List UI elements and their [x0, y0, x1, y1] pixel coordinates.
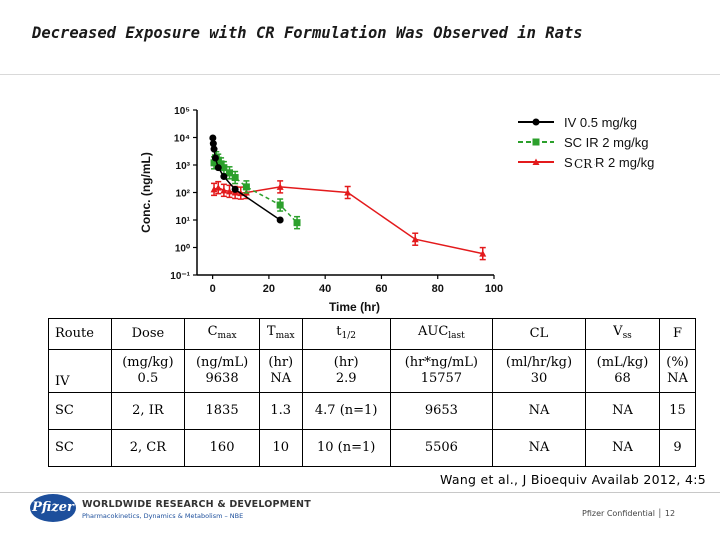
confidential-page-number: Pfizer Confidential │ 12: [582, 509, 676, 518]
header-route: Route: [48, 318, 112, 350]
table-cell: 15: [659, 392, 696, 430]
header-tmax: Tmax: [258, 318, 303, 350]
y-tick-label: 10³: [176, 161, 191, 172]
table-cell: (ml/hr/kg) 30: [491, 349, 586, 393]
table-cell: 2, CR: [110, 429, 186, 467]
data-point: [214, 156, 222, 164]
table-row-sc-ir: SC 2, IR 1835 1.3 4.7 (n=1) 9653 NA NA 1…: [48, 392, 696, 430]
header-vss: Vss: [584, 318, 661, 350]
table-cell: NA: [584, 392, 661, 430]
y-axis-label: Conc. (ng/mL): [139, 152, 153, 233]
header-f: F: [659, 318, 696, 350]
y-tick-label: 10⁴: [174, 134, 190, 145]
table-header-row: Route Dose Cmax Tmax t1/2 AUClast CL Vss…: [48, 318, 696, 350]
pk-parameters-table: Route Dose Cmax Tmax t1/2 AUClast CL Vss…: [48, 318, 696, 467]
x-tick-label: 60: [375, 283, 387, 295]
table-cell: (ng/mL) 9638: [184, 349, 260, 393]
table-cell: (hr) 2.9: [301, 349, 391, 393]
table-cell: 1835: [184, 392, 260, 430]
table-cell: (mg/kg) 0.5: [110, 349, 186, 393]
pk-concentration-chart: 10⁻¹ 10⁰ 10¹ 10² 10³ 10⁴ 10⁵ 0 20 40 60 80 100 Time (…: [139, 106, 654, 314]
data-point: [210, 185, 218, 193]
data-point: [532, 158, 540, 165]
y-tick-label: 10⁵: [174, 106, 190, 117]
table-cell: SC: [48, 392, 112, 430]
table-cell: 1.3: [258, 392, 303, 430]
table-cell: 9653: [389, 392, 493, 430]
table-cell: (hr*ng/mL) 15757: [389, 349, 493, 393]
header-dose: Dose: [110, 318, 186, 350]
y-tick-label: 10⁰: [175, 244, 190, 255]
data-point: [276, 201, 284, 209]
data-point: [344, 189, 352, 196]
data-point: [231, 174, 239, 182]
x-tick-label: 80: [432, 283, 444, 295]
data-point: [211, 154, 219, 162]
legend-overlay-label: CR: [574, 157, 593, 171]
data-point: [226, 187, 234, 195]
data-point: [293, 219, 301, 227]
y-tick-label: 10¹: [176, 216, 191, 227]
data-point: [220, 173, 228, 181]
data-point: [209, 140, 217, 148]
table-cell: 5506: [389, 429, 493, 467]
table-cell: 2, IR: [110, 392, 186, 430]
data-point: [231, 185, 239, 193]
header-half-life: t1/2: [301, 318, 391, 350]
x-tick-label: 40: [319, 283, 331, 295]
x-tick-label: 20: [263, 283, 275, 295]
table-cell: IV: [48, 349, 112, 393]
data-point: [242, 183, 250, 191]
table-cell: NA: [491, 392, 586, 430]
data-point: [209, 134, 217, 142]
x-axis-label: Time (hr): [329, 300, 380, 314]
data-point: [276, 216, 284, 224]
table-cell: 10: [258, 429, 303, 467]
header-auc: AUClast: [389, 318, 493, 350]
slide-title: Decreased Exposure with CR Formulation W…: [32, 24, 583, 42]
x-tick-label: 0: [210, 283, 216, 295]
table-cell: 160: [184, 429, 260, 467]
data-point: [214, 164, 222, 172]
data-point: [220, 164, 228, 172]
table-cell: NA: [491, 429, 586, 467]
y-tick-label: 10⁻¹: [170, 271, 190, 282]
pfizer-logo: Pfizer: [30, 494, 76, 522]
data-point: [276, 183, 284, 190]
table-cell: SC: [48, 429, 112, 467]
data-point: [532, 118, 540, 126]
data-point: [532, 138, 540, 146]
table-cell: 4.7 (n=1): [301, 392, 391, 430]
brand-name: WORLDWIDE RESEARCH & DEVELOPMENT: [82, 499, 311, 510]
legend-label: SC IR 2 mg/kg: [564, 135, 649, 150]
title-divider: [0, 74, 720, 75]
legend-label: IV 0.5 mg/kg: [564, 115, 637, 130]
data-point: [479, 250, 487, 257]
table-cell: NA: [584, 429, 661, 467]
citation: Wang et al., J Bioequiv Availab 2012, 4:…: [440, 472, 706, 487]
footer-divider: [0, 492, 720, 493]
data-point: [210, 159, 218, 167]
data-point: [220, 186, 228, 194]
brand-subtitle: Pharmacokinetics, Dynamics & Metabolism …: [82, 512, 244, 520]
table-row-iv: IV (mg/kg) 0.5 (ng/mL) 9638 (hr) NA (hr) 2.9…: [48, 349, 696, 393]
table-cell: 9: [659, 429, 696, 467]
x-tick-label: 100: [485, 283, 503, 295]
table-cell: 10 (n=1): [301, 429, 391, 467]
table-cell: (%) NA: [659, 349, 696, 393]
y-tick-label: 10²: [176, 189, 191, 200]
data-point: [411, 235, 419, 243]
table-row-sc-cr: SC 2, CR 160 10 10 (n=1) 5506 NA NA 9: [48, 429, 696, 467]
header-cl: CL: [491, 318, 586, 350]
data-point: [217, 160, 225, 168]
data-point: [210, 145, 218, 153]
legend-overlay-box: [572, 157, 594, 171]
data-point: [226, 169, 234, 177]
table-cell: (hr) NA: [258, 349, 303, 393]
header-cmax: Cmax: [184, 318, 260, 350]
data-point: [214, 184, 222, 191]
table-cell: (mL/kg) 68: [584, 349, 661, 393]
